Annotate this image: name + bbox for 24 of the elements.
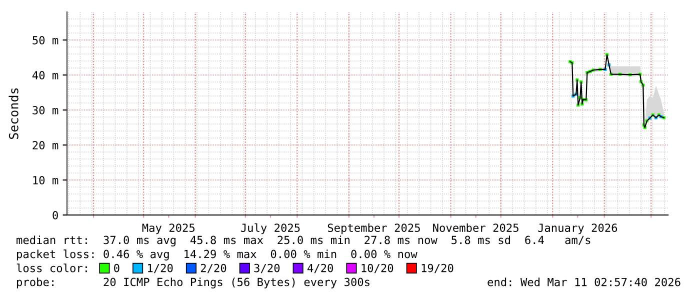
- y-tick-label: 10 m: [33, 176, 58, 184]
- legend-label: 19/20: [422, 264, 454, 274]
- x-tick-label: November 2025: [433, 223, 518, 232]
- legend-label: 4/20: [308, 264, 333, 274]
- text: packet loss: 0.46 % avg 14.29 % max 0.00 % min 0.00 % now: [17, 250, 418, 260]
- y-axis-title: Seconds: [8, 88, 18, 139]
- x-tick-label: July 2025: [240, 223, 300, 234]
- text: probe: 20 ICMP Echo Pings (56 Bytes) every 300s: [17, 278, 370, 288]
- x-tick-label: September 2025: [328, 223, 420, 234]
- legend-label: 3/20: [254, 264, 280, 274]
- x-tick-label: May 2025: [142, 224, 194, 234]
- legend-title: loss color:: [16, 264, 87, 272]
- y-tick-label: 0: [52, 211, 58, 220]
- text: median rtt: 37.0 ms avg 45.8 ms max 25.0 ms min 27.8 ms now 5.8 ms sd 6.4 am/s: [16, 236, 590, 246]
- y-tick-label: 30 m: [32, 106, 58, 114]
- text: end: Wed Mar 11 02:57:40 2026: [488, 278, 680, 286]
- legend-label: 0: [114, 264, 120, 272]
- legend-label: 1/20: [148, 264, 173, 274]
- legend-label: 10/20: [362, 264, 394, 274]
- y-tick-label: 20 m: [32, 141, 58, 150]
- legend-label: 2/20: [200, 264, 226, 274]
- y-tick-label: 50 m: [32, 36, 58, 44]
- y-tick-label: 40 m: [32, 71, 58, 80]
- x-tick-label: January 2026: [538, 224, 618, 234]
